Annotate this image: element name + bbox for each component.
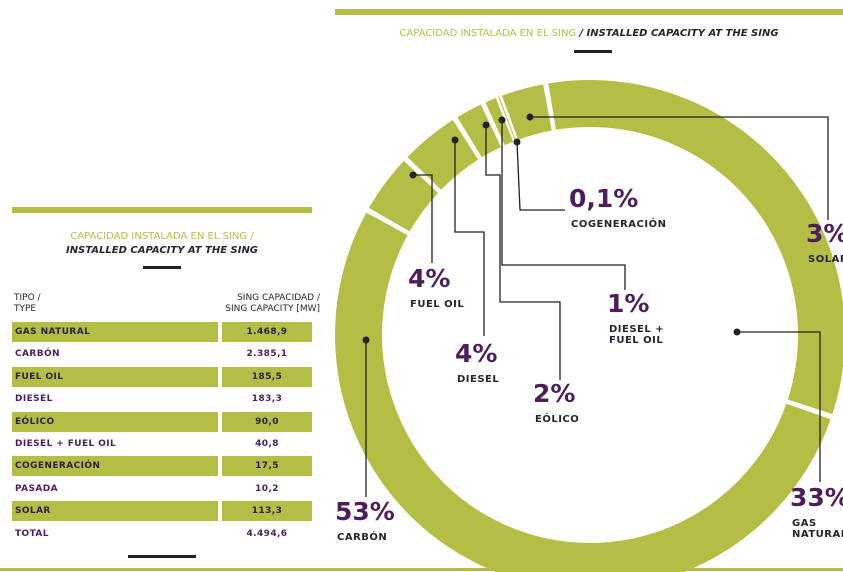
donut-segment	[457, 104, 501, 158]
donut-segment	[498, 96, 516, 141]
category-label: SOLAR	[808, 254, 843, 265]
table-header: TIPO /	[14, 293, 41, 303]
category-label: CARBÓN	[337, 532, 388, 543]
row-bg	[12, 322, 218, 342]
leader-line	[530, 116, 829, 220]
row-bg	[12, 501, 218, 522]
leader-line	[413, 174, 433, 263]
leader-dot	[409, 171, 417, 179]
row-name: PASADA	[15, 483, 59, 494]
value-label: 0,1%	[569, 184, 639, 213]
donut-segment	[335, 212, 831, 572]
row-value: 90,0	[255, 416, 279, 427]
donut-segment	[501, 84, 552, 140]
category-label: DIESEL + FUEL OIL	[609, 324, 665, 346]
row-name: DIESEL + FUEL OIL	[15, 439, 117, 449]
top-bar	[335, 9, 843, 15]
row-bg	[222, 411, 312, 432]
category-label: DIESEL	[457, 374, 500, 385]
value-label: 4%	[408, 264, 451, 293]
row-bg	[222, 456, 312, 477]
chart-title-en: / INSTALLED CAPACITY AT THE SING	[579, 28, 779, 39]
value-label: 4%	[455, 339, 498, 368]
row-name: TOTAL	[15, 528, 49, 539]
chart-title-es: CAPACIDAD INSTALADA EN EL SING	[399, 28, 577, 39]
donut-segment	[407, 120, 479, 190]
leader-dot	[526, 113, 534, 121]
row-name: FUEL OIL	[15, 371, 64, 382]
leader-dot	[362, 336, 370, 344]
value-label: 33%	[790, 483, 843, 512]
marker	[574, 50, 612, 53]
value-label: 53%	[335, 497, 395, 526]
row-value: 183,3	[251, 394, 283, 405]
leader-dot	[482, 121, 490, 129]
table-header: SING CAPACITY [MW]	[225, 304, 320, 314]
row-value: 2.385,1	[246, 349, 288, 360]
row-bg	[222, 322, 312, 342]
row-bg	[12, 456, 218, 477]
leader-line	[501, 120, 626, 290]
table-title: CAPACIDAD INSTALADA EN EL SING / INSTALL…	[12, 230, 312, 258]
leader-line	[737, 331, 821, 482]
leader-dot	[513, 138, 521, 146]
row-bg	[222, 366, 312, 387]
row-bg	[222, 501, 312, 522]
row-value: 1.468,9	[246, 327, 288, 337]
row-name: CARBÓN	[15, 349, 60, 360]
row-value: 4.494,6	[246, 528, 288, 539]
row-value: 113,3	[251, 506, 283, 517]
table-title-en: INSTALLED CAPACITY AT THE SING	[65, 245, 259, 256]
chart-title: CAPACIDAD INSTALADA EN EL SING / INSTALL…	[335, 28, 843, 39]
bottom-bar	[0, 568, 843, 571]
row-value: 185,5	[251, 371, 283, 382]
row-name: EÓLICO	[15, 416, 55, 427]
row-name: DIESEL	[15, 394, 53, 405]
category-label: COGENERACIÓN	[571, 219, 667, 230]
row-name: COGENERACIÓN	[15, 461, 101, 472]
row-value: 10,2	[255, 483, 279, 494]
leader-dot	[733, 328, 741, 336]
table-bar	[12, 207, 312, 213]
row-bg	[12, 366, 218, 387]
table-header: SING CAPACIDAD /	[237, 293, 320, 303]
category-label: EÓLICO	[535, 414, 580, 425]
row-value: 40,8	[255, 439, 279, 449]
value-label: 1%	[607, 289, 650, 318]
leader-line	[485, 125, 561, 380]
table-header: TYPE	[14, 304, 37, 314]
leader-dot	[498, 116, 506, 124]
leader-dot	[451, 136, 459, 144]
category-label: GAS NATURAL	[792, 518, 843, 540]
marker	[128, 555, 196, 558]
donut-segment	[368, 160, 439, 232]
category-label: FUEL OIL	[410, 299, 465, 310]
value-label: 2%	[533, 379, 576, 408]
table-title-es: CAPACIDAD INSTALADA EN EL SING /	[70, 231, 254, 242]
value-label: 3%	[806, 219, 843, 248]
leader-line	[516, 141, 565, 211]
row-name: GAS NATURAL	[15, 327, 91, 337]
row-value: 17,5	[255, 461, 279, 472]
row-name: SOLAR	[15, 506, 51, 517]
row-bg	[12, 411, 218, 432]
donut-segment	[548, 80, 843, 415]
leader-line	[454, 140, 485, 336]
marker	[143, 266, 181, 269]
